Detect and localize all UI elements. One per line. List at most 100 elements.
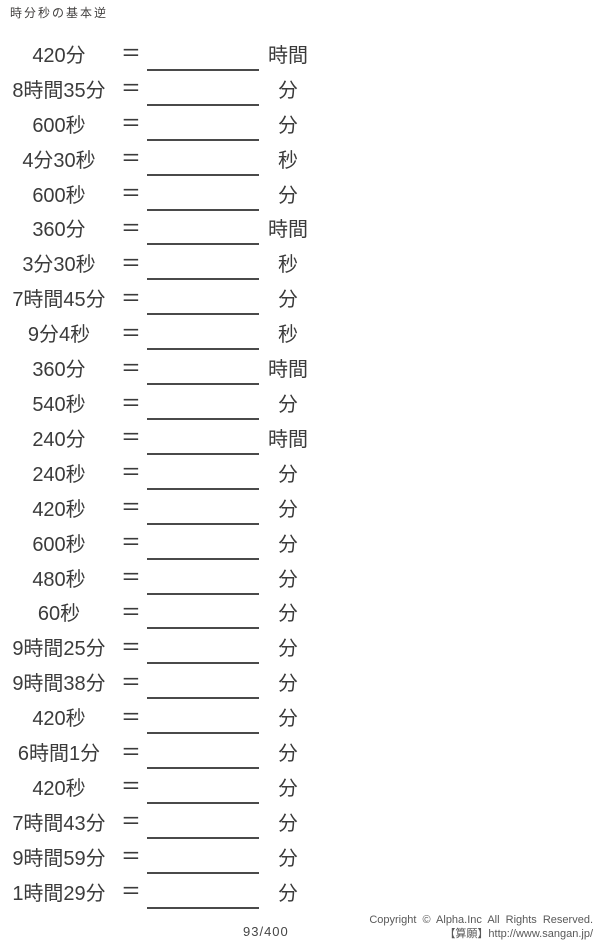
problem-row: 9分4秒 = 秒 — [0, 315, 600, 351]
answer-blank — [147, 699, 259, 735]
unit-label: 分 — [278, 777, 298, 800]
problem-row: 420秒 = 分 — [0, 769, 600, 804]
problem-label: 8時間35分 — [12, 79, 106, 102]
equals-sign: = — [122, 773, 140, 799]
equals-sign: = — [122, 564, 140, 590]
unit-label: 分 — [278, 394, 298, 417]
equals-sign: = — [122, 424, 140, 450]
problem-row: 600秒 = 分 — [0, 176, 600, 211]
unit-label: 時間 — [268, 359, 308, 382]
equals-sign: = — [122, 808, 140, 834]
problem-label: 60秒 — [37, 603, 81, 626]
problem-row: 480秒 = 分 — [0, 560, 600, 595]
answer-blank — [147, 560, 259, 595]
unit-label: 分 — [278, 114, 298, 137]
problem-label: 240分 — [32, 428, 86, 451]
answer-blank — [147, 664, 259, 700]
problem-label: 600秒 — [32, 533, 86, 556]
unit-label: 時間 — [268, 44, 308, 67]
answer-blank — [147, 420, 259, 455]
answer-blank — [147, 385, 259, 420]
problem-label: 7時間45分 — [12, 289, 106, 312]
unit-label: 分 — [278, 847, 298, 870]
problem-row: 3分30秒 = 秒 — [0, 245, 600, 281]
problem-row: 240分 = 時間 — [0, 420, 600, 455]
unit-label: 分 — [278, 184, 298, 207]
problem-label: 7時間43分 — [12, 812, 106, 835]
problem-label: 9分4秒 — [27, 324, 91, 347]
equals-sign: = — [122, 40, 140, 66]
unit-label: 分 — [278, 882, 298, 905]
equals-sign: = — [122, 389, 140, 415]
equals-sign: = — [122, 75, 140, 101]
answer-blank — [147, 525, 259, 560]
equals-sign: = — [122, 703, 140, 729]
answer-blank — [147, 629, 259, 665]
copyright-line1: Copyright © Alpha.Inc All Rights Reserve… — [369, 914, 593, 926]
problem-label: 420秒 — [32, 708, 86, 731]
unit-label: 秒 — [278, 324, 298, 347]
problem-label: 360分 — [32, 219, 86, 242]
unit-label: 時間 — [268, 428, 308, 451]
problem-row: 1時間29分 = 分 — [0, 874, 600, 909]
unit-label: 分 — [278, 289, 298, 312]
answer-blank — [147, 455, 259, 490]
problem-row: 7時間43分 = 分 — [0, 804, 600, 839]
equals-sign: = — [122, 459, 140, 485]
answer-blank — [147, 245, 259, 281]
problem-label: 420秒 — [32, 777, 86, 800]
answer-blank — [147, 734, 259, 770]
unit-label: 分 — [278, 638, 298, 661]
problem-row: 8時間35分 = 分 — [0, 71, 600, 106]
unit-label: 分 — [278, 533, 298, 556]
problem-row: 9時間38分 = 分 — [0, 664, 600, 700]
problem-row: 240秒 = 分 — [0, 455, 600, 490]
equals-sign: = — [122, 843, 140, 869]
unit-label: 秒 — [278, 149, 298, 172]
answer-blank — [147, 839, 259, 874]
unit-label: 分 — [278, 568, 298, 591]
answer-blank — [147, 350, 259, 386]
problem-label: 240秒 — [32, 463, 86, 486]
unit-label: 分 — [278, 743, 298, 766]
problem-row: 600秒 = 分 — [0, 106, 600, 141]
equals-sign: = — [122, 878, 140, 904]
equals-sign: = — [122, 494, 140, 520]
answer-blank — [147, 490, 259, 525]
problem-row: 600秒 = 分 — [0, 525, 600, 560]
problem-row: 360分 = 時間 — [0, 350, 600, 386]
problem-label: 4分30秒 — [22, 149, 96, 172]
problem-list: 420分 = 時間 8時間35分 = 分 600秒 = 分 4分30秒 = 秒 … — [0, 36, 600, 909]
problem-label: 6時間1分 — [17, 743, 101, 766]
problem-row: 6時間1分 = 分 — [0, 734, 600, 770]
answer-blank — [147, 595, 259, 630]
equals-sign: = — [122, 354, 140, 380]
unit-label: 秒 — [278, 254, 298, 277]
problem-row: 9時間25分 = 分 — [0, 629, 600, 665]
unit-label: 分 — [278, 603, 298, 626]
equals-sign: = — [122, 284, 140, 310]
equals-sign: = — [122, 214, 140, 240]
unit-label: 分 — [278, 498, 298, 521]
answer-blank — [147, 71, 259, 106]
unit-label: 分 — [278, 463, 298, 486]
worksheet-title: 時分秒の基本逆 — [10, 6, 109, 20]
unit-label: 分 — [278, 673, 298, 696]
equals-sign: = — [122, 249, 140, 275]
equals-sign: = — [122, 110, 140, 136]
unit-label: 分 — [278, 708, 298, 731]
answer-blank — [147, 176, 259, 211]
unit-label: 時間 — [268, 219, 308, 242]
unit-label: 分 — [278, 812, 298, 835]
problem-label: 600秒 — [32, 184, 86, 207]
problem-label: 420分 — [32, 44, 86, 67]
equals-sign: = — [122, 633, 140, 659]
answer-blank — [147, 36, 259, 71]
problem-row: 540秒 = 分 — [0, 385, 600, 420]
problem-row: 420分 = 時間 — [0, 36, 600, 71]
problem-label: 600秒 — [32, 114, 86, 137]
problem-row: 60秒 = 分 — [0, 595, 600, 630]
answer-blank — [147, 280, 259, 316]
answer-blank — [147, 106, 259, 141]
problem-label: 9時間38分 — [12, 673, 106, 696]
